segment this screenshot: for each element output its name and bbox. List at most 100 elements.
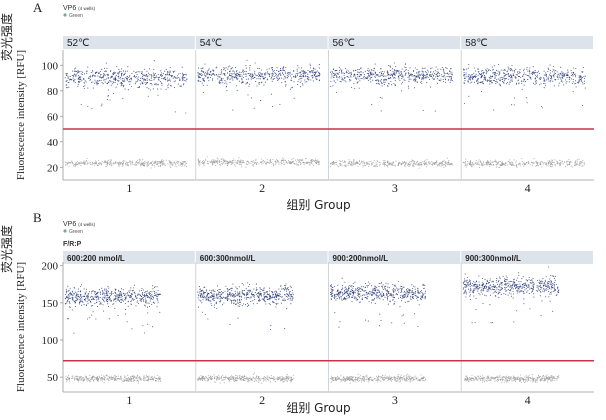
panel-b-negative-point [96, 379, 98, 381]
panel-a-positive-point [570, 69, 572, 72]
panel-a-negative-point [97, 164, 99, 166]
panel-a-negative-point [276, 161, 278, 163]
panel-b-negative-point [124, 379, 126, 381]
panel-a-positive-point [79, 81, 81, 83]
panel-b-positive-point [96, 301, 98, 303]
panel-a-positive-point [240, 74, 242, 76]
panel-b-positive-point [144, 301, 147, 303]
panel-a-negative-point [272, 159, 274, 161]
panel-b-positive-point [69, 292, 71, 294]
panel-a-positive-point [557, 74, 559, 76]
panel-a-positive-point [283, 69, 286, 72]
panel-a-positive-point [318, 64, 320, 66]
panel-b-positive-point [107, 301, 109, 303]
panel-a-negative-point [579, 161, 581, 163]
panel-a-positive-point [468, 64, 470, 66]
panel-a-negative-point [307, 162, 309, 164]
panel-a-negative-point [296, 161, 298, 163]
panel-a-positive-point [72, 77, 74, 79]
panel-a-positive-point [509, 81, 511, 83]
panel-a-negative-point [216, 160, 218, 163]
panel-a-positive-point [229, 70, 231, 72]
panel-b-positive-point [220, 300, 222, 302]
panel-a-positive-point [337, 72, 339, 74]
panel-a-positive-point [142, 74, 144, 76]
panel-a-positive-point [213, 70, 215, 72]
panel-a-negative-point [416, 163, 418, 165]
panel-a-negative-point [435, 163, 437, 165]
panel-b-positive-point [271, 290, 273, 293]
panel-a-positive-point [413, 79, 415, 81]
panel-a-positive-point [76, 70, 79, 72]
panel-a-positive-point [150, 82, 152, 84]
panel-b-negative-point [139, 378, 141, 380]
panel-a-positive-point [476, 68, 478, 70]
panel-a-positive-point [277, 74, 279, 76]
panel-a-negative-point [131, 161, 133, 163]
panel-b-negative-point [146, 376, 148, 378]
panel-a-positive-point [232, 73, 234, 75]
panel-b-positive-point [287, 298, 289, 301]
panel-a-positive-point [334, 70, 336, 72]
panel-a-positive-point [393, 62, 395, 64]
panel-a-negative-point [113, 162, 115, 165]
panel-b-positive-point [199, 292, 201, 295]
panel-a-positive-point [212, 69, 215, 71]
panel-a-negative-point [532, 162, 534, 164]
panel-a-negative-point [203, 165, 205, 167]
panel-a-positive-point [286, 74, 288, 76]
panel-a-negative-point [290, 163, 292, 165]
panel-a-negative-point [209, 161, 211, 163]
panel-b-positive-point [115, 301, 117, 303]
panel-a-negative-point [98, 164, 100, 167]
panel-a-negative-point [471, 164, 473, 166]
panel-a-negative-point [362, 162, 364, 164]
panel-a-positive-point [81, 80, 83, 82]
panel-a-positive-point [302, 72, 304, 75]
panel-b-positive-point [135, 294, 137, 296]
panel-b-positive-point [88, 298, 90, 300]
panel-a-positive-point [217, 78, 219, 80]
panel-b-positive-point [95, 293, 97, 296]
panel-a-positive-point [69, 76, 71, 78]
panel-a-negative-point [416, 161, 418, 163]
panel-a-positive-point [82, 78, 84, 80]
panel-a-negative-point [429, 163, 431, 165]
panel-a-negative-point [418, 164, 420, 166]
panel-a-positive-point [331, 73, 333, 75]
panel-b-positive-point [69, 306, 71, 308]
panel-b-positive-point [133, 284, 135, 286]
panel-a-x-label: 组别 Group [286, 198, 350, 212]
panel-a-positive-point [347, 72, 349, 75]
panel-a-positive-point [583, 75, 585, 78]
panel-a-positive-point [170, 76, 172, 78]
panel-a-positive-point [407, 76, 409, 78]
panel-a-negative-point [154, 162, 156, 164]
panel-a-positive-point [381, 75, 383, 77]
panel-a-positive-point [333, 77, 335, 79]
panel-a-positive-point [271, 69, 273, 71]
panel-a-negative-point [71, 160, 73, 162]
panel-b-negative-point [159, 380, 161, 383]
panel-a-positive-point [330, 80, 332, 82]
panel-a-positive-point [416, 68, 418, 70]
panel-b-positive-point [124, 302, 127, 305]
panel-a-negative-point [254, 162, 256, 164]
panel-a-positive-point [572, 75, 574, 77]
panel-b-positive-point [234, 290, 236, 292]
panel-a-negative-point [297, 159, 299, 161]
panel-a-y-label: Fluorescence intensity [RFU] [15, 50, 27, 180]
panel-a-negative-point [440, 161, 442, 163]
panel-b-positive-point [76, 299, 78, 301]
panel-a-positive-point [412, 70, 414, 72]
panel-a-positive-point [139, 83, 142, 85]
panel-a-positive-point [446, 75, 448, 78]
panel-b-positive-point [229, 294, 231, 296]
panel-a-positive-point [181, 72, 183, 74]
panel-a-positive-point [315, 78, 317, 80]
panel-a-positive-point [545, 74, 547, 76]
panel-a-negative-point [130, 161, 132, 163]
panel-a-negative-point [215, 165, 217, 167]
panel-a-negative-point [568, 162, 571, 164]
panel-b-positive-point [142, 289, 145, 291]
